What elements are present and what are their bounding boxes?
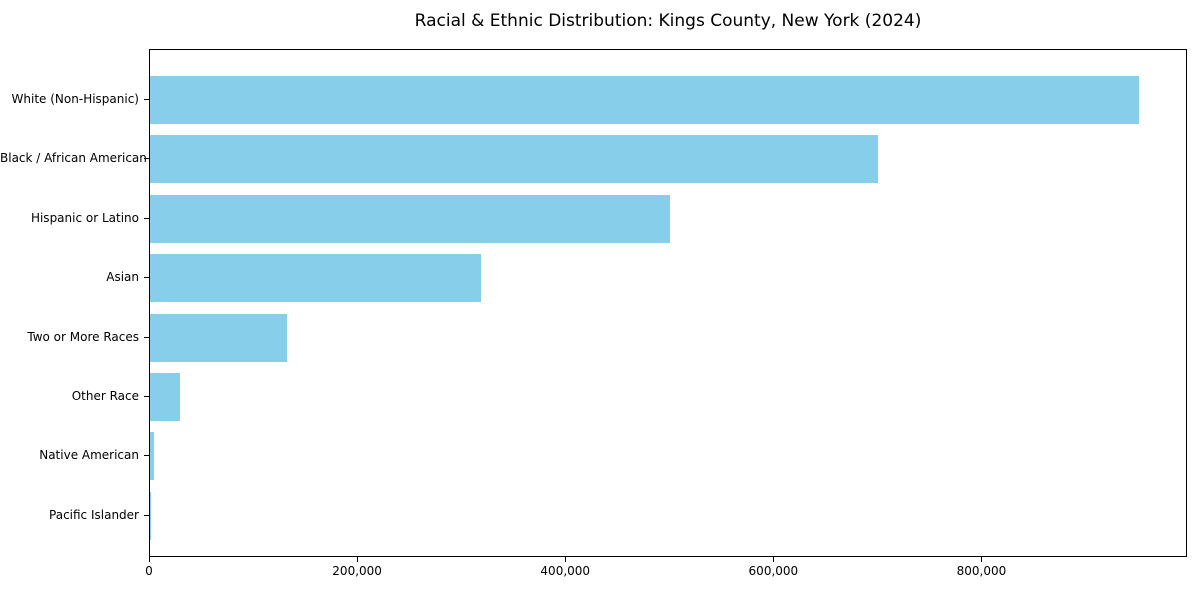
y-tick-mark bbox=[144, 277, 149, 279]
y-tick-label-native-american: Native American bbox=[39, 448, 139, 463]
x-tick-mark bbox=[357, 557, 359, 562]
y-tick-label-hispanic-or-latino: Hispanic or Latino bbox=[30, 210, 139, 225]
bar-asian bbox=[150, 254, 481, 303]
y-tick-mark bbox=[144, 396, 149, 397]
bar-hispanic-or-latino bbox=[150, 194, 671, 243]
y-tick-mark bbox=[144, 336, 149, 338]
bar-native-american bbox=[150, 432, 155, 481]
y-tick-label-pacific-islander: Pacific Islander bbox=[49, 507, 139, 522]
bar-other-race bbox=[150, 373, 181, 421]
x-tick-label: 800,000 bbox=[956, 564, 1007, 578]
x-tick-mark bbox=[149, 557, 150, 562]
y-tick-mark bbox=[144, 514, 149, 516]
plot-area bbox=[149, 49, 1187, 557]
bar-two-or-more-races bbox=[150, 313, 288, 362]
bar-white-non-hispanic bbox=[150, 76, 1139, 124]
y-tick-mark bbox=[144, 455, 149, 457]
bar-pacific-islander bbox=[150, 491, 151, 540]
x-tick-label: 600,000 bbox=[748, 564, 799, 578]
y-tick-label-white-non-hispanic: White (Non-Hispanic) bbox=[11, 92, 139, 106]
y-tick-mark bbox=[144, 99, 149, 100]
y-tick-label-other-race: Other Race bbox=[71, 389, 139, 403]
x-tick-label: 0 bbox=[145, 564, 153, 578]
y-tick-label-asian: Asian bbox=[106, 270, 139, 285]
y-tick-mark bbox=[144, 158, 149, 160]
x-tick-label: 200,000 bbox=[332, 564, 382, 578]
y-tick-mark bbox=[144, 217, 149, 219]
y-tick-label-two-or-more-races: Two or More Races bbox=[27, 329, 139, 344]
chart-title: Racial & Ethnic Distribution: Kings Coun… bbox=[414, 11, 922, 31]
x-tick-label: 400,000 bbox=[540, 564, 591, 578]
bar-black-african-american bbox=[150, 135, 879, 184]
x-tick-mark bbox=[773, 557, 775, 562]
x-tick-mark bbox=[565, 557, 567, 562]
x-tick-mark bbox=[981, 557, 983, 562]
y-tick-label-black-african-american: Black / African American bbox=[0, 151, 147, 166]
